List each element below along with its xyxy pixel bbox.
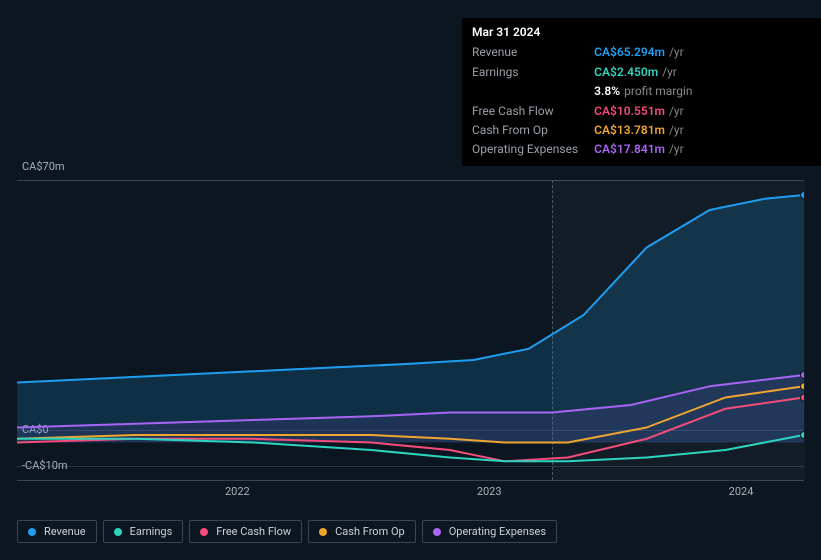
x-tick-label: 2022: [225, 485, 250, 498]
tooltip-row: 3.8%profit margin: [472, 82, 693, 101]
chart-baseline: [17, 480, 804, 481]
series-endpoint-earnings: [801, 432, 805, 439]
tooltip-title: Mar 31 2024: [472, 24, 812, 41]
tooltip-row: Cash From OpCA$13.781m/yr: [472, 121, 693, 140]
legend-dot-icon: [200, 528, 208, 536]
chart-legend: Revenue Earnings Free Cash Flow Cash From O…: [17, 520, 557, 543]
chart-tooltip: Mar 31 2024 RevenueCA$65.294m/yrEarnings…: [462, 18, 821, 166]
legend-dot-icon: [433, 528, 441, 536]
series-endpoint-opex: [801, 372, 805, 379]
tooltip-row: EarningsCA$2.450m/yr: [472, 63, 693, 82]
legend-dot-icon: [319, 528, 327, 536]
legend-dot-icon: [28, 528, 36, 536]
tooltip-row: RevenueCA$65.294m/yr: [472, 43, 693, 62]
financials-chart[interactable]: [17, 180, 804, 480]
tooltip-row: Operating ExpensesCA$17.841m/yr: [472, 140, 693, 159]
legend-item-fcf[interactable]: Free Cash Flow: [189, 520, 302, 543]
tooltip-row: Free Cash FlowCA$10.551m/yr: [472, 102, 693, 121]
legend-label: Earnings: [130, 525, 173, 538]
legend-label: Cash From Op: [335, 525, 405, 538]
x-tick-label: 2023: [477, 485, 502, 498]
tooltip-rows: RevenueCA$65.294m/yrEarningsCA$2.450m/yr…: [472, 43, 693, 159]
legend-item-opex[interactable]: Operating Expenses: [422, 520, 557, 543]
x-tick-label: 2024: [729, 485, 754, 498]
legend-label: Free Cash Flow: [216, 525, 291, 538]
legend-label: Revenue: [44, 525, 86, 538]
legend-label: Operating Expenses: [449, 525, 546, 538]
series-endpoint-fcf: [801, 394, 805, 401]
y-tick-70: CA$70m: [22, 160, 65, 173]
legend-item-revenue[interactable]: Revenue: [17, 520, 97, 543]
series-endpoint-cfo: [801, 383, 805, 390]
legend-dot-icon: [114, 528, 122, 536]
legend-item-cfo[interactable]: Cash From Op: [308, 520, 416, 543]
series-endpoint-revenue: [801, 192, 805, 199]
legend-item-earnings[interactable]: Earnings: [103, 520, 184, 543]
